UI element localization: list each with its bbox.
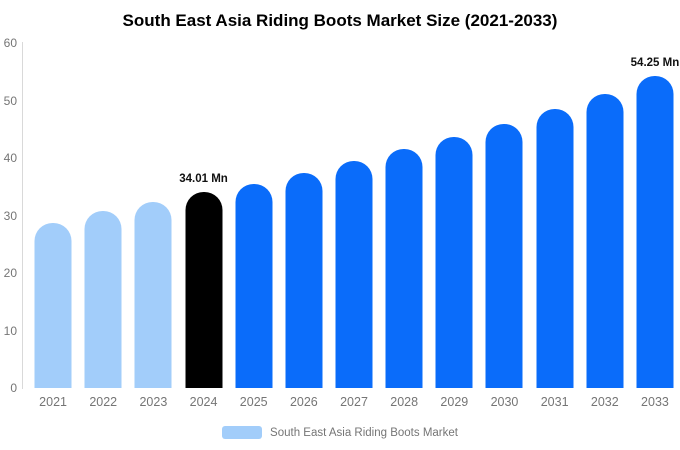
y-axis-line — [22, 42, 23, 389]
x-axis-label-2030: 2030 — [490, 395, 519, 409]
x-axis-label-2022: 2022 — [89, 395, 118, 409]
x-axis-label-2028: 2028 — [390, 395, 419, 409]
bar-2025[interactable] — [235, 183, 273, 388]
y-axis-tick-label: 0 — [10, 381, 17, 395]
bar-slot-2031: 2031 — [530, 43, 580, 409]
bar-2024[interactable] — [185, 192, 223, 388]
bar-2023[interactable] — [134, 202, 172, 388]
bar-slot-2021: 2021 — [28, 43, 78, 409]
y-axis-tick-label: 10 — [3, 323, 17, 338]
bar-2029[interactable] — [435, 136, 473, 388]
x-axis-label-2033: 2033 — [641, 395, 669, 409]
bar-2022[interactable] — [84, 210, 122, 388]
bar-slot-2032: 2032 — [580, 43, 630, 409]
x-axis-label-2032: 2032 — [590, 395, 619, 409]
x-axis-label-2023: 2023 — [139, 395, 168, 409]
chart-title: South East Asia Riding Boots Market Size… — [122, 11, 558, 30]
x-axis-label-2027: 2027 — [340, 395, 368, 409]
x-axis-label-2029: 2029 — [440, 395, 469, 409]
bar-2032[interactable] — [586, 94, 624, 388]
y-axis-tick-label: 40 — [3, 151, 17, 165]
bar-2027[interactable] — [335, 161, 373, 388]
x-axis-label-2021: 2021 — [39, 395, 67, 409]
x-axis-label-2025: 2025 — [239, 395, 268, 409]
bar-slot-2029: 2029 — [429, 43, 479, 409]
x-axis-label-2024: 2024 — [189, 395, 218, 409]
legend[interactable]: South East Asia Riding Boots Market — [0, 426, 680, 439]
y-axis-tick-label: 50 — [3, 93, 17, 108]
plot-area: 2021 2022 2023 34.01 Mn 2024 2025 2026 2027 2028… — [28, 43, 680, 409]
bar-2031[interactable] — [536, 109, 574, 388]
legend-swatch-icon — [222, 426, 263, 439]
y-axis-tick-label: 30 — [3, 208, 17, 223]
bar-slot-2033: 54.25 Mn 2033 — [630, 43, 680, 409]
bar-slot-2025: 2025 — [229, 43, 279, 409]
bar-slot-2022: 2022 — [78, 43, 128, 409]
bar-slot-2028: 2028 — [379, 43, 429, 409]
bar-value-label-2024: 34.01 Mn — [179, 173, 228, 186]
bar-slot-2030: 2030 — [479, 43, 529, 409]
bar-2026[interactable] — [285, 172, 323, 388]
bar-2021[interactable] — [34, 222, 72, 388]
y-axis-tick-label: 60 — [3, 36, 17, 50]
bar-slot-2026: 2026 — [279, 43, 329, 409]
bar-2028[interactable] — [385, 148, 423, 388]
x-axis-label-2026: 2026 — [289, 395, 318, 409]
bar-value-label-2033: 54.25 Mn — [630, 57, 680, 70]
bar-slot-2024: 34.01 Mn 2024 — [178, 43, 228, 409]
bar-2033[interactable] — [636, 76, 674, 388]
bar-slot-2027: 2027 — [329, 43, 379, 409]
x-axis-label-2031: 2031 — [540, 395, 569, 409]
legend-label: South East Asia Riding Boots Market — [270, 426, 458, 439]
bar-2030[interactable] — [485, 123, 523, 388]
bar-slot-2023: 2023 — [128, 43, 178, 409]
bar-slots: 2021 2022 2023 34.01 Mn 2024 2025 2026 2027 2028… — [28, 43, 680, 409]
y-axis-tick-label: 20 — [3, 266, 17, 280]
